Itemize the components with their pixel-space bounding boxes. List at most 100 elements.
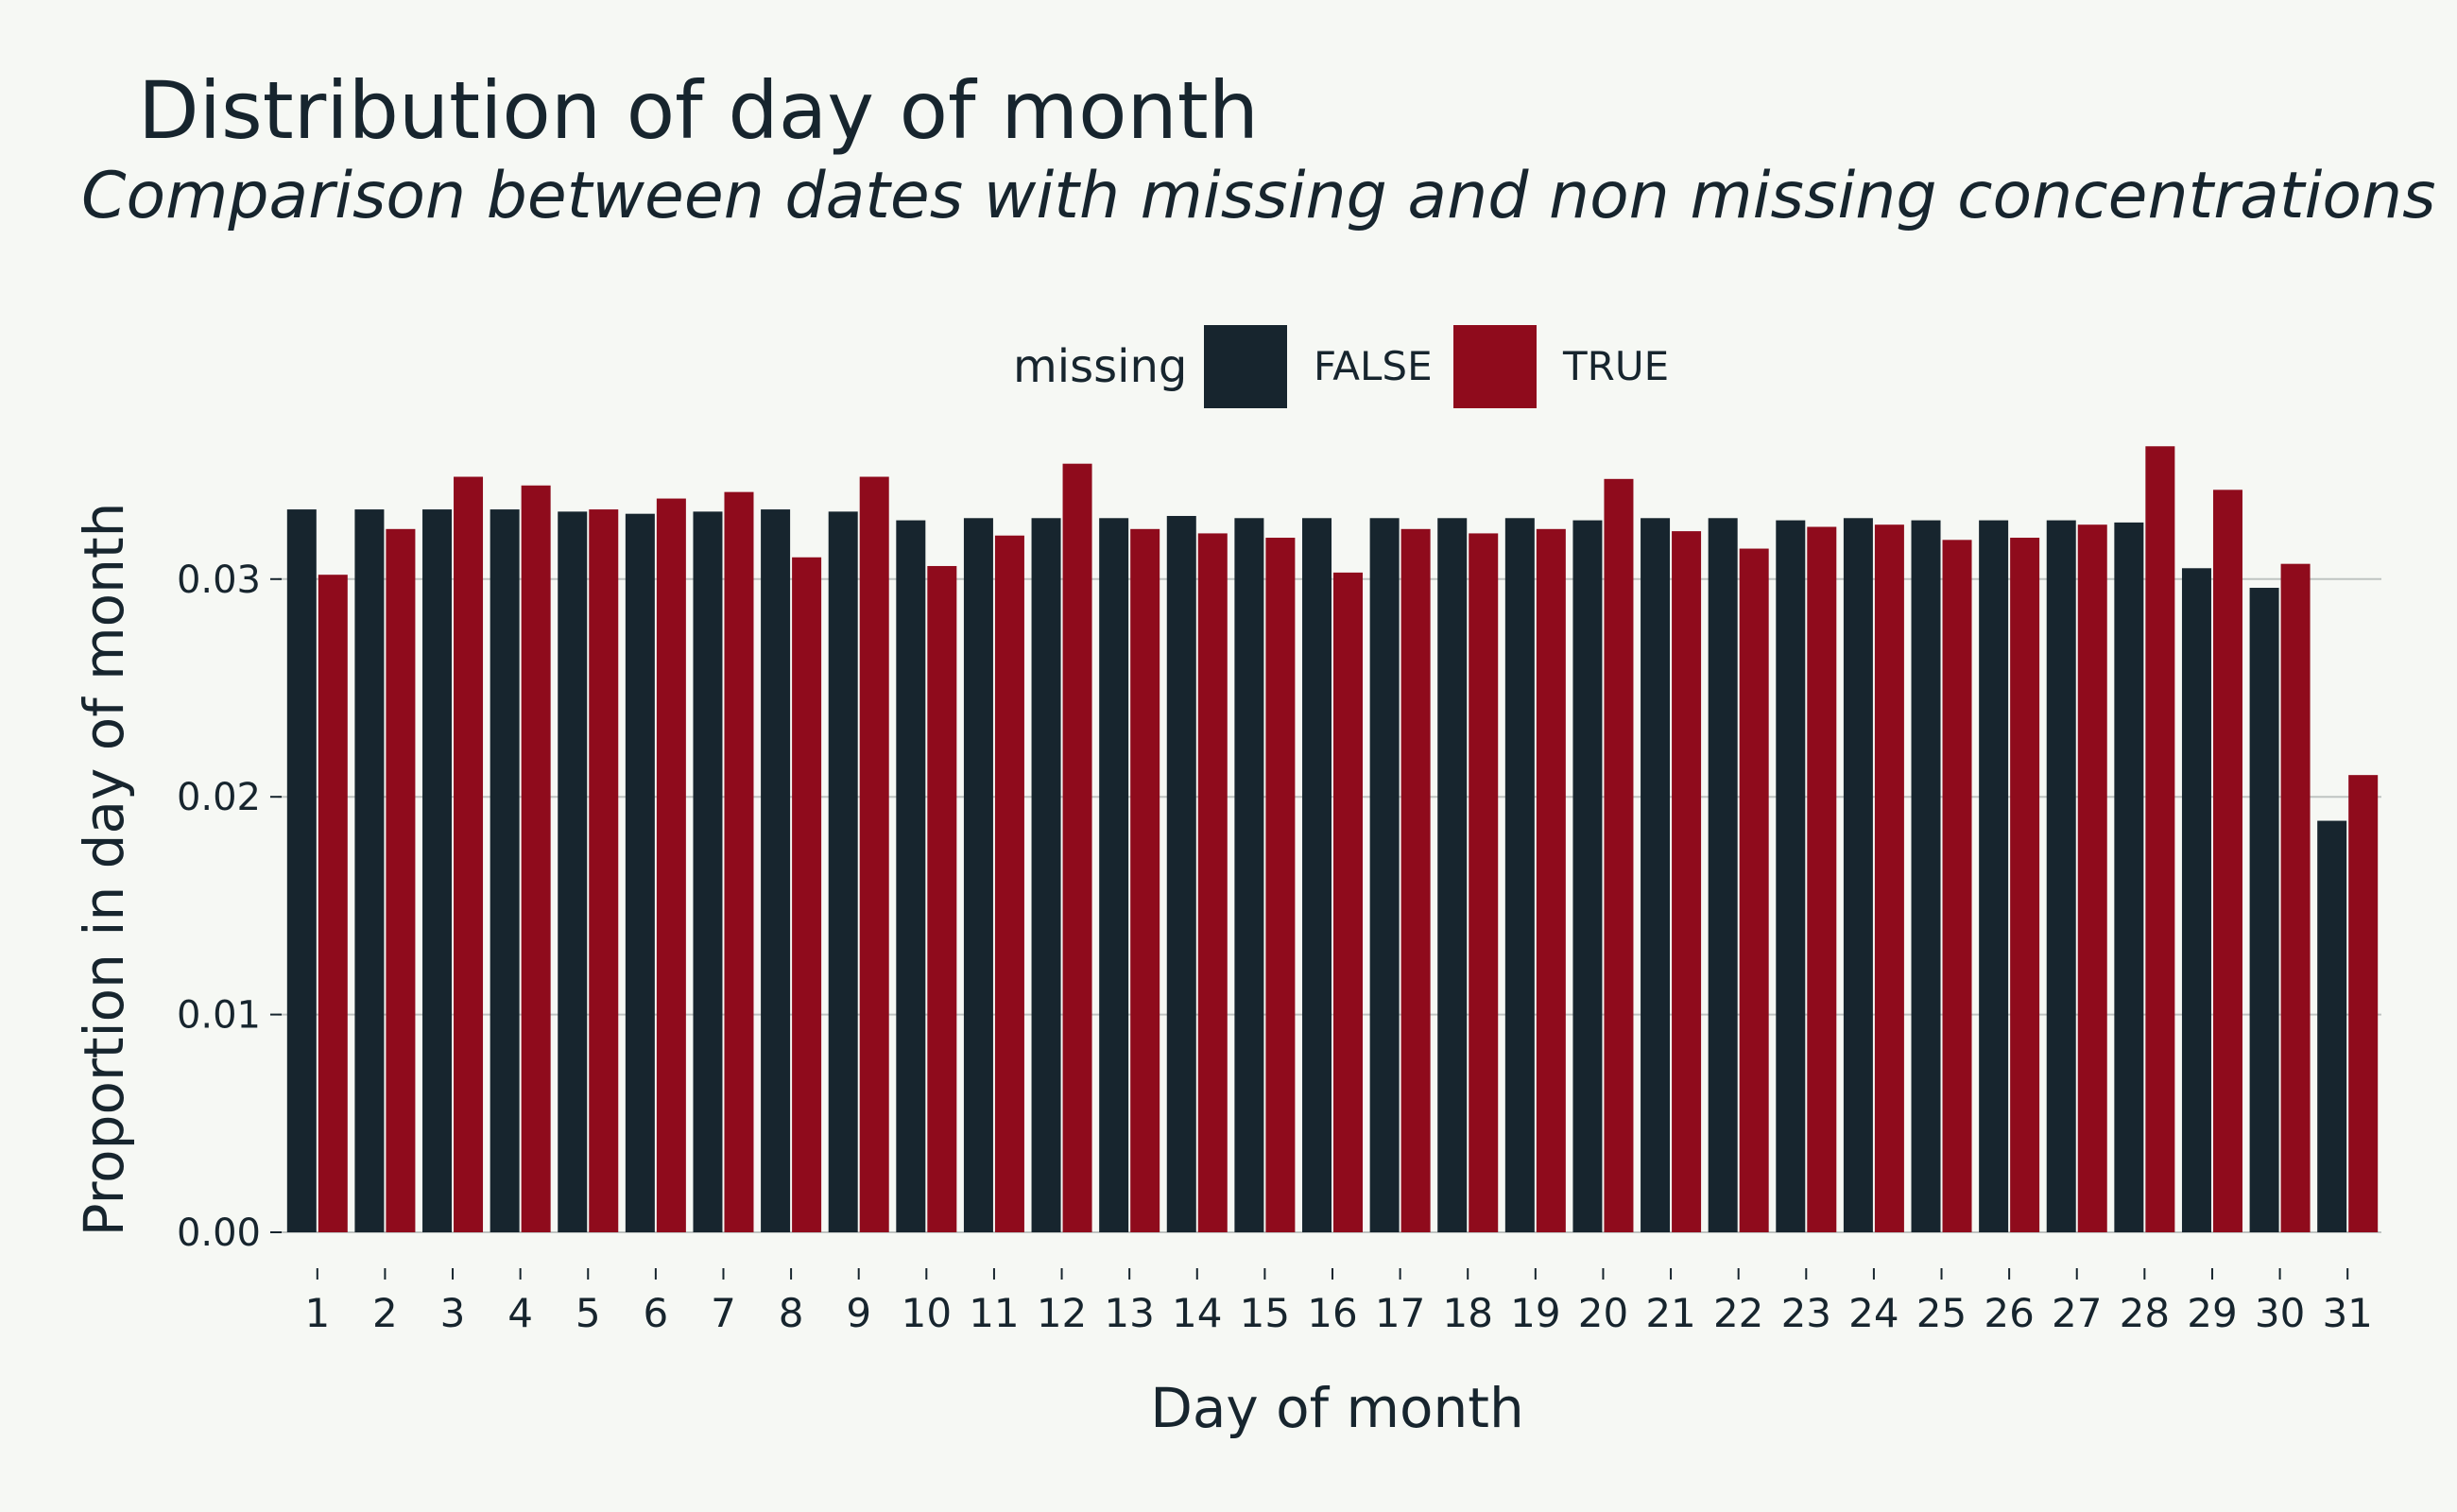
y-tick-label: 0.00 [177,1211,261,1255]
bar-false-26 [1979,520,2009,1232]
x-tick-label: 27 [2052,1290,2102,1336]
bar-true-13 [1130,528,1160,1232]
x-tick-label: 5 [576,1290,601,1336]
x-tick-label: 7 [711,1290,736,1336]
y-axis-title: Proportion in day of month [72,503,136,1237]
bar-true-7 [724,491,754,1232]
chart-title: Distribution of day of month [138,64,1259,157]
bar-false-21 [1641,518,1671,1232]
bar-false-3 [422,509,453,1232]
x-axis: 1 2 3 4 5 6 7 8 9 10 11 12 13 14 15 16 17 18 19 20 21 22 23 24 2… [304,1268,2373,1336]
bar-true-14 [1197,533,1228,1232]
bar-true-9 [859,476,889,1233]
x-tick-label: 31 [2322,1290,2372,1336]
bar-false-11 [963,518,993,1232]
bar-true-30 [2280,563,2311,1232]
legend-label-true: TRUE [1562,343,1669,389]
x-tick-label: 24 [1848,1290,1899,1336]
bar-false-17 [1369,518,1400,1232]
x-tick-label: 12 [1037,1290,1087,1336]
bar-false-9 [828,511,858,1232]
bar-false-22 [1708,518,1738,1232]
bar-false-14 [1166,515,1196,1232]
bars [286,446,2379,1233]
bar-true-6 [656,498,686,1232]
bar-false-19 [1504,518,1535,1232]
bar-true-16 [1333,572,1363,1232]
bar-true-5 [589,509,619,1232]
bar-true-26 [2010,538,2040,1232]
x-tick-label: 3 [440,1290,466,1336]
bar-true-19 [1536,528,1566,1232]
bar-false-24 [1843,518,1873,1232]
legend-label-false: FALSE [1314,343,1433,389]
bar-false-30 [2249,588,2279,1232]
bar-true-24 [1874,524,1904,1232]
legend: missing FALSE TRUE [1013,325,1669,408]
x-tick-label: 15 [1240,1290,1290,1336]
x-tick-label: 6 [644,1290,669,1336]
bar-false-6 [625,513,655,1232]
bar-true-2 [386,528,416,1232]
bar-false-12 [1031,518,1061,1232]
x-tick-label: 11 [969,1290,1019,1336]
x-tick-label: 22 [1713,1290,1763,1336]
bar-true-8 [792,557,822,1232]
bar-true-23 [1807,526,1837,1232]
bar-false-29 [2181,568,2211,1232]
y-tick-label: 0.01 [177,994,261,1038]
x-tick-label: 25 [1916,1290,1967,1336]
x-tick-label: 20 [1578,1290,1628,1336]
x-tick-label: 2 [372,1290,398,1336]
x-tick-label: 16 [1307,1290,1357,1336]
y-tick-label: 0.02 [177,776,261,819]
bar-true-18 [1469,533,1499,1232]
x-tick-label: 13 [1104,1290,1154,1336]
x-tick-label: 23 [1781,1290,1831,1336]
bar-false-20 [1572,520,1603,1232]
legend-swatch-false [1204,325,1287,408]
bar-false-10 [896,520,926,1232]
legend-title: missing [1013,340,1187,393]
x-tick-label: 17 [1375,1290,1425,1336]
bar-false-31 [2317,820,2347,1232]
bar-false-27 [2046,520,2076,1232]
bar-false-5 [558,511,588,1232]
bar-false-13 [1099,518,1129,1232]
y-axis: 0.00 0.01 0.02 0.03 [177,558,282,1255]
legend-swatch-true [1453,325,1537,408]
bar-false-4 [490,509,520,1232]
bar-false-8 [761,509,791,1232]
x-tick-label: 1 [304,1290,330,1336]
bar-true-27 [2077,524,2107,1232]
bar-false-23 [1776,520,1806,1232]
bar-false-28 [2114,522,2144,1232]
bar-true-10 [927,565,957,1232]
x-tick-label: 18 [1442,1290,1492,1336]
x-tick-label: 4 [507,1290,533,1336]
x-tick-label: 14 [1172,1290,1222,1336]
bar-true-29 [2212,490,2242,1232]
bar-true-22 [1739,548,1769,1232]
bar-true-20 [1604,478,1634,1232]
bar-false-16 [1302,518,1332,1232]
bar-true-12 [1062,463,1092,1232]
x-tick-label: 9 [846,1290,871,1336]
bar-true-15 [1265,538,1296,1232]
x-tick-label: 26 [1984,1290,2034,1336]
x-tick-label: 30 [2255,1290,2305,1336]
bar-true-4 [521,485,551,1232]
bar-true-21 [1672,531,1702,1232]
x-tick-label: 10 [902,1290,952,1336]
bar-true-17 [1400,528,1431,1232]
bar-true-11 [994,535,1024,1232]
bar-false-25 [1911,520,1941,1232]
bar-true-3 [454,476,484,1233]
chart-subtitle: Comparison between dates with missing an… [81,159,2436,233]
bar-false-15 [1234,518,1264,1232]
bar-false-18 [1437,518,1468,1232]
bar-false-1 [286,509,317,1232]
x-tick-label: 28 [2120,1290,2170,1336]
bar-false-7 [693,511,723,1232]
